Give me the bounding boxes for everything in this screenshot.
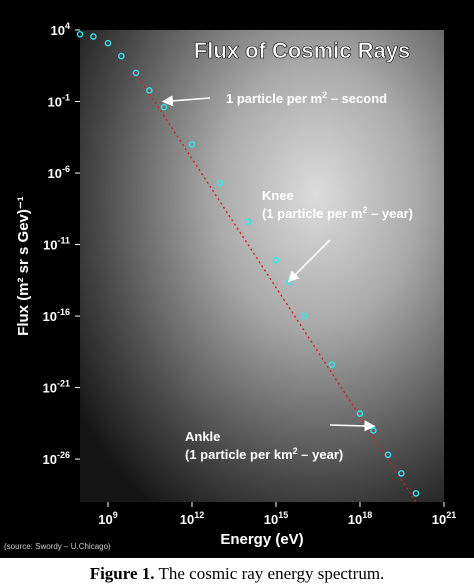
annotation-arrow-0 [161,95,211,107]
data-point-14 [356,410,364,417]
y-axis-label: Flux (m² sr s Gev)⁻¹ [15,196,32,336]
annotation-1: Knee (1 particle per m2 – year) [262,188,413,221]
data-point-7 [188,141,196,148]
chart: 109 1012 1015 1018 1021 104 10-1 10-6 10-11 10-16… [4,21,457,551]
data-point-3 [118,52,125,60]
data-point-13 [328,361,336,368]
annotation-0: 1 particle per m2 – second [226,90,387,106]
data-point-2 [104,39,112,47]
data-point-17 [398,470,405,477]
figure-caption: Figure 1. The cosmic ray energy spectrum… [0,560,474,588]
x-tick-label-0: 109 [98,510,117,527]
y-tick-label-6: 10-26 [43,450,70,467]
x-tick-label-3: 1018 [348,510,372,527]
data-point-5 [146,87,153,94]
data-point-12 [300,312,308,320]
source-note: (source: Swordy – U.Chicago) [4,542,111,551]
data-point-18 [412,490,420,497]
y-tick-label-3: 10-11 [43,236,70,253]
y-tick-label-0: 104 [51,21,70,38]
data-point-0 [76,31,84,38]
chart-title: Flux of Cosmic Rays [194,38,410,63]
x-tick-label-1: 1012 [180,510,204,527]
data-point-10 [272,256,280,264]
x-tick-label-2: 1015 [264,510,288,527]
data-point-4 [132,69,140,77]
data-point-1 [90,33,97,40]
annotation-2: Ankle (1 particle per km2 – year) [185,429,343,462]
y-tick-label-5: 10-21 [43,379,70,396]
caption-text: The cosmic ray energy spectrum. [154,564,385,583]
data-point-8 [216,179,224,187]
chart-panel: 109 1012 1015 1018 1021 104 10-1 10-6 10-11 10-16… [0,0,474,558]
y-tick-label-4: 10-16 [43,307,70,324]
x-axis-label: Energy (eV) [220,531,303,548]
data-point-9 [244,218,252,225]
caption-label: Figure 1. [89,564,155,583]
data-point-16 [384,451,392,459]
y-tick-label-1: 10-1 [48,93,70,110]
annotation-arrow-2 [329,420,376,432]
annotation-arrow-1 [287,239,331,283]
x-tick-label-4: 1021 [432,510,456,527]
y-tick-label-2: 10-6 [48,164,70,181]
